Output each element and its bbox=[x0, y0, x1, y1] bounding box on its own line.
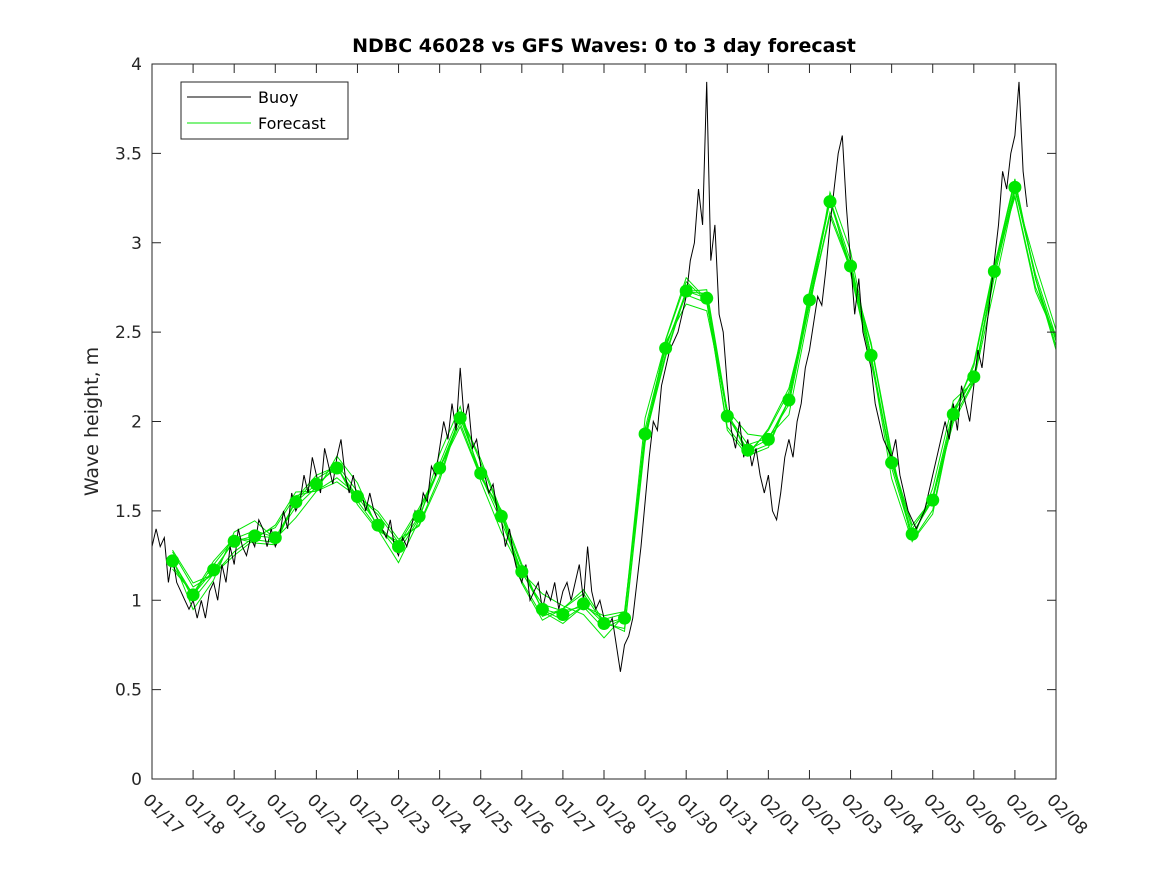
forecast-point bbox=[412, 509, 426, 523]
forecast-point bbox=[967, 370, 981, 384]
forecast-point bbox=[474, 466, 488, 480]
forecast-point bbox=[885, 456, 899, 470]
y-tick-label: 3.5 bbox=[115, 144, 142, 164]
forecast-point bbox=[227, 534, 241, 548]
forecast-point bbox=[392, 540, 406, 554]
forecast-point bbox=[926, 493, 940, 507]
y-tick-label: 0 bbox=[131, 770, 142, 790]
forecast-point bbox=[1008, 180, 1022, 194]
forecast-point bbox=[946, 407, 960, 421]
forecast-point bbox=[535, 602, 549, 616]
y-tick-label: 1 bbox=[131, 591, 142, 611]
forecast-point bbox=[741, 443, 755, 457]
legend-entry-forecast: Forecast bbox=[258, 114, 326, 133]
forecast-point bbox=[556, 608, 570, 622]
forecast-point bbox=[371, 518, 385, 532]
forecast-point bbox=[166, 554, 180, 568]
forecast-point bbox=[618, 611, 632, 625]
forecast-point bbox=[576, 597, 590, 611]
forecast-point bbox=[638, 427, 652, 441]
forecast-point bbox=[494, 509, 508, 523]
forecast-point bbox=[433, 461, 447, 475]
forecast-point bbox=[720, 409, 734, 423]
y-tick-label: 2.5 bbox=[115, 323, 142, 343]
forecast-run-line bbox=[172, 181, 1057, 621]
forecast-point bbox=[802, 293, 816, 307]
legend-box bbox=[180, 81, 349, 140]
y-tick-label: 2 bbox=[131, 413, 142, 433]
forecast-point bbox=[309, 477, 323, 491]
forecast-point bbox=[350, 490, 364, 504]
y-tick-label: 0.5 bbox=[115, 681, 142, 701]
forecast-point bbox=[782, 393, 796, 407]
y-axis: 0 0.5 1 1.5 2 2.5 3 3.5 4 bbox=[115, 55, 1056, 790]
forecast-point bbox=[761, 432, 775, 446]
forecast-point bbox=[248, 529, 262, 543]
y-tick-label: 3 bbox=[131, 234, 142, 254]
forecast-markers-group bbox=[166, 180, 1022, 630]
legend: Buoy Forecast bbox=[180, 81, 349, 140]
forecast-point bbox=[515, 565, 529, 579]
forecast-point bbox=[597, 616, 611, 630]
y-tick-label: 1.5 bbox=[115, 502, 142, 522]
forecast-point bbox=[905, 527, 919, 541]
forecast-point bbox=[453, 411, 467, 425]
forecast-point bbox=[700, 291, 714, 305]
forecast-point bbox=[659, 341, 673, 355]
forecast-run-line bbox=[172, 178, 1057, 625]
forecast-point bbox=[207, 563, 221, 577]
forecast-point bbox=[823, 195, 837, 209]
y-axis-label: Wave height, m bbox=[81, 347, 103, 496]
forecast-point bbox=[186, 588, 200, 602]
plot-area bbox=[152, 64, 1056, 779]
chart-title: NDBC 46028 vs GFS Waves: 0 to 3 day fore… bbox=[352, 35, 856, 57]
legend-entry-buoy: Buoy bbox=[258, 88, 298, 107]
forecast-point bbox=[289, 495, 303, 509]
forecast-point bbox=[679, 284, 693, 298]
y-tick-label: 4 bbox=[131, 55, 142, 75]
forecast-point bbox=[864, 348, 878, 362]
forecast-point bbox=[987, 264, 1001, 278]
forecast-point bbox=[268, 531, 282, 545]
forecast-point bbox=[330, 461, 344, 475]
forecast-point bbox=[844, 259, 858, 273]
